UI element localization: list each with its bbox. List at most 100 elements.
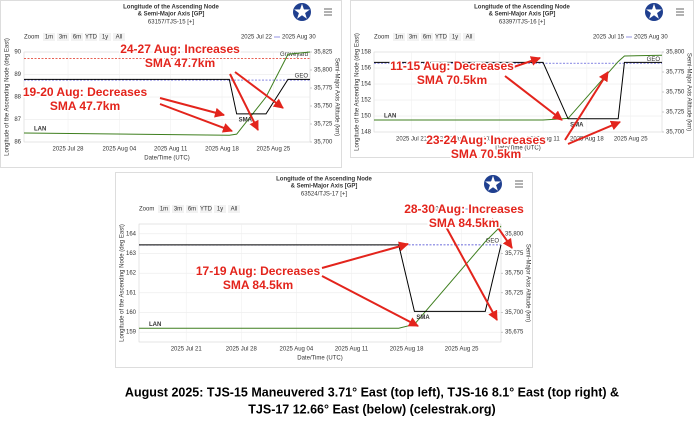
zoom-button[interactable] (158, 205, 170, 213)
zoom-button[interactable] (186, 205, 198, 213)
y-tick-label: 88 (14, 95, 21, 101)
range-from: 2025 Jul 15 (432, 207, 464, 213)
y-tick-label: 87 (14, 117, 21, 123)
x-tick-label: 2025 Aug 04 (280, 347, 314, 353)
zoom-button[interactable] (99, 33, 111, 41)
series-line (24, 78, 310, 115)
zoom-button-label: 6m (188, 207, 196, 213)
chart-title: Longitude of the Ascending Node (123, 5, 219, 11)
series-label: LAN (384, 114, 396, 120)
x-tick-label: 2025 Aug 11 (335, 347, 369, 353)
chart-title: & Semi-Major Axis [GP] (489, 12, 556, 18)
zoom-button-label: All (116, 35, 123, 41)
zoom-button[interactable] (57, 33, 69, 41)
zoom-button-label: 1y (217, 207, 223, 213)
y-tick-label: 154 (361, 82, 372, 88)
x-tick-label: 2025 Aug 04 (482, 137, 516, 143)
zoom-label: Zoom (139, 207, 154, 213)
x-tick-label: 2025 Aug 18 (570, 137, 604, 143)
y2-tick-label: 35,750 (666, 90, 685, 96)
annotation: SMA 47.7km (145, 56, 215, 70)
annotation: SMA 47.7km (50, 99, 120, 113)
zoom-button-label: 1m (45, 35, 53, 41)
zoom-button[interactable] (449, 33, 461, 41)
y2-tick-label: 35,825 (314, 50, 333, 56)
zoom-button[interactable] (421, 33, 433, 41)
annotation-arrow (159, 97, 225, 118)
zoom-button-label: YTD (435, 35, 448, 41)
x-tick-label: 2025 Jul 28 (226, 347, 258, 353)
zoom-button[interactable] (407, 33, 419, 41)
zoom-label: Zoom (24, 35, 39, 41)
zoom-button-label: All (466, 35, 473, 41)
reference-label: Graveyard (280, 52, 308, 58)
annotation-arrow (321, 275, 419, 327)
logo-star (483, 174, 503, 192)
annotation-arrow (159, 103, 233, 133)
y2-tick-label: 35,775 (666, 70, 685, 76)
chart-panel: Longitude of the Ascending Node& Semi-Ma… (350, 0, 694, 158)
zoom-button-label: YTD (200, 207, 213, 213)
zoom-button[interactable] (214, 205, 226, 213)
zoom-button[interactable] (113, 33, 125, 41)
zoom-button[interactable] (228, 205, 240, 213)
y-tick-label: 86 (14, 140, 21, 146)
y-tick-label: 156 (361, 66, 372, 72)
x-tick-label: 2025 Aug 11 (154, 147, 188, 153)
x-axis-title: Date/Time (UTC) (144, 156, 189, 162)
range-from: 2025 Jul 22 (241, 35, 273, 41)
annotation-arrow (491, 218, 513, 249)
annotation: 23-24 Aug: Increases (426, 133, 546, 147)
zoom-button-label: 1y (102, 35, 108, 41)
annotation: SMA 84.5km (223, 278, 293, 292)
x-tick-label: 2025 Aug 25 (614, 137, 648, 143)
y-tick-label: 148 (361, 130, 372, 136)
plot-area (138, 223, 502, 343)
annotation: SMA 70.5km (451, 147, 521, 161)
y-axis-title: Longitude of the Ascending Node (deg Eas… (5, 38, 11, 156)
series-line (139, 244, 502, 312)
zoom-button[interactable] (85, 33, 97, 41)
y-tick-label: 164 (126, 231, 137, 237)
chart-subtitle: 63524/TJS-17 [+] (301, 192, 348, 198)
zoom-button[interactable] (200, 205, 212, 213)
y2-tick-label: 35,800 (666, 50, 685, 56)
x-tick-label: 2025 Jul 21 (171, 347, 203, 353)
chart-title: & Semi-Major Axis [GP] (291, 184, 358, 190)
annotation-arrow (444, 224, 498, 321)
y2-tick-label: 35,725 (666, 110, 685, 116)
x-tick-label: 2025 Aug 18 (205, 147, 239, 153)
y-tick-label: 163 (126, 251, 137, 257)
y-tick-label: 158 (361, 50, 372, 56)
y2-tick-label: 35,800 (505, 231, 524, 237)
zoom-label: Zoom (374, 35, 389, 41)
zoom-button-label: 6m (73, 35, 81, 41)
zoom-button[interactable] (393, 33, 405, 41)
chart-title: Longitude of the Ascending Node (474, 5, 570, 11)
caption: August 2025: TJS-15 Maneuvered 3.71° Eas… (125, 385, 619, 399)
range-to: 2025 Aug 30 (473, 207, 507, 213)
chart-panel: Longitude of the Ascending Node& Semi-Ma… (0, 0, 342, 168)
y2-tick-label: 35,675 (505, 330, 524, 336)
y-tick-label: 161 (126, 290, 137, 296)
x-tick-label: 2025 Jul 21 (396, 137, 428, 143)
zoom-button-label: 1m (160, 207, 168, 213)
y2-tick-label: 35,775 (314, 86, 333, 92)
zoom-button-label: 1m (395, 35, 403, 41)
series-line (374, 61, 662, 120)
series-label: SMA (239, 117, 253, 123)
zoom-button[interactable] (463, 33, 475, 41)
x-tick-label: 2025 Aug 25 (445, 347, 479, 353)
zoom-button[interactable] (435, 33, 447, 41)
reference-label: GEO (647, 57, 661, 63)
zoom-button[interactable] (43, 33, 55, 41)
zoom-button[interactable] (71, 33, 83, 41)
zoom-button[interactable] (172, 205, 184, 213)
annotation: 17-19 Aug: Decreases (196, 264, 321, 278)
annotation: 28-30 Aug: Increases (404, 202, 524, 216)
annotation-arrow (564, 71, 609, 141)
y-tick-label: 159 (126, 330, 137, 336)
x-tick-label: 2025 Jul 28 (440, 137, 472, 143)
y-axis-title: Longitude of the Ascending Node (deg Eas… (120, 224, 126, 342)
